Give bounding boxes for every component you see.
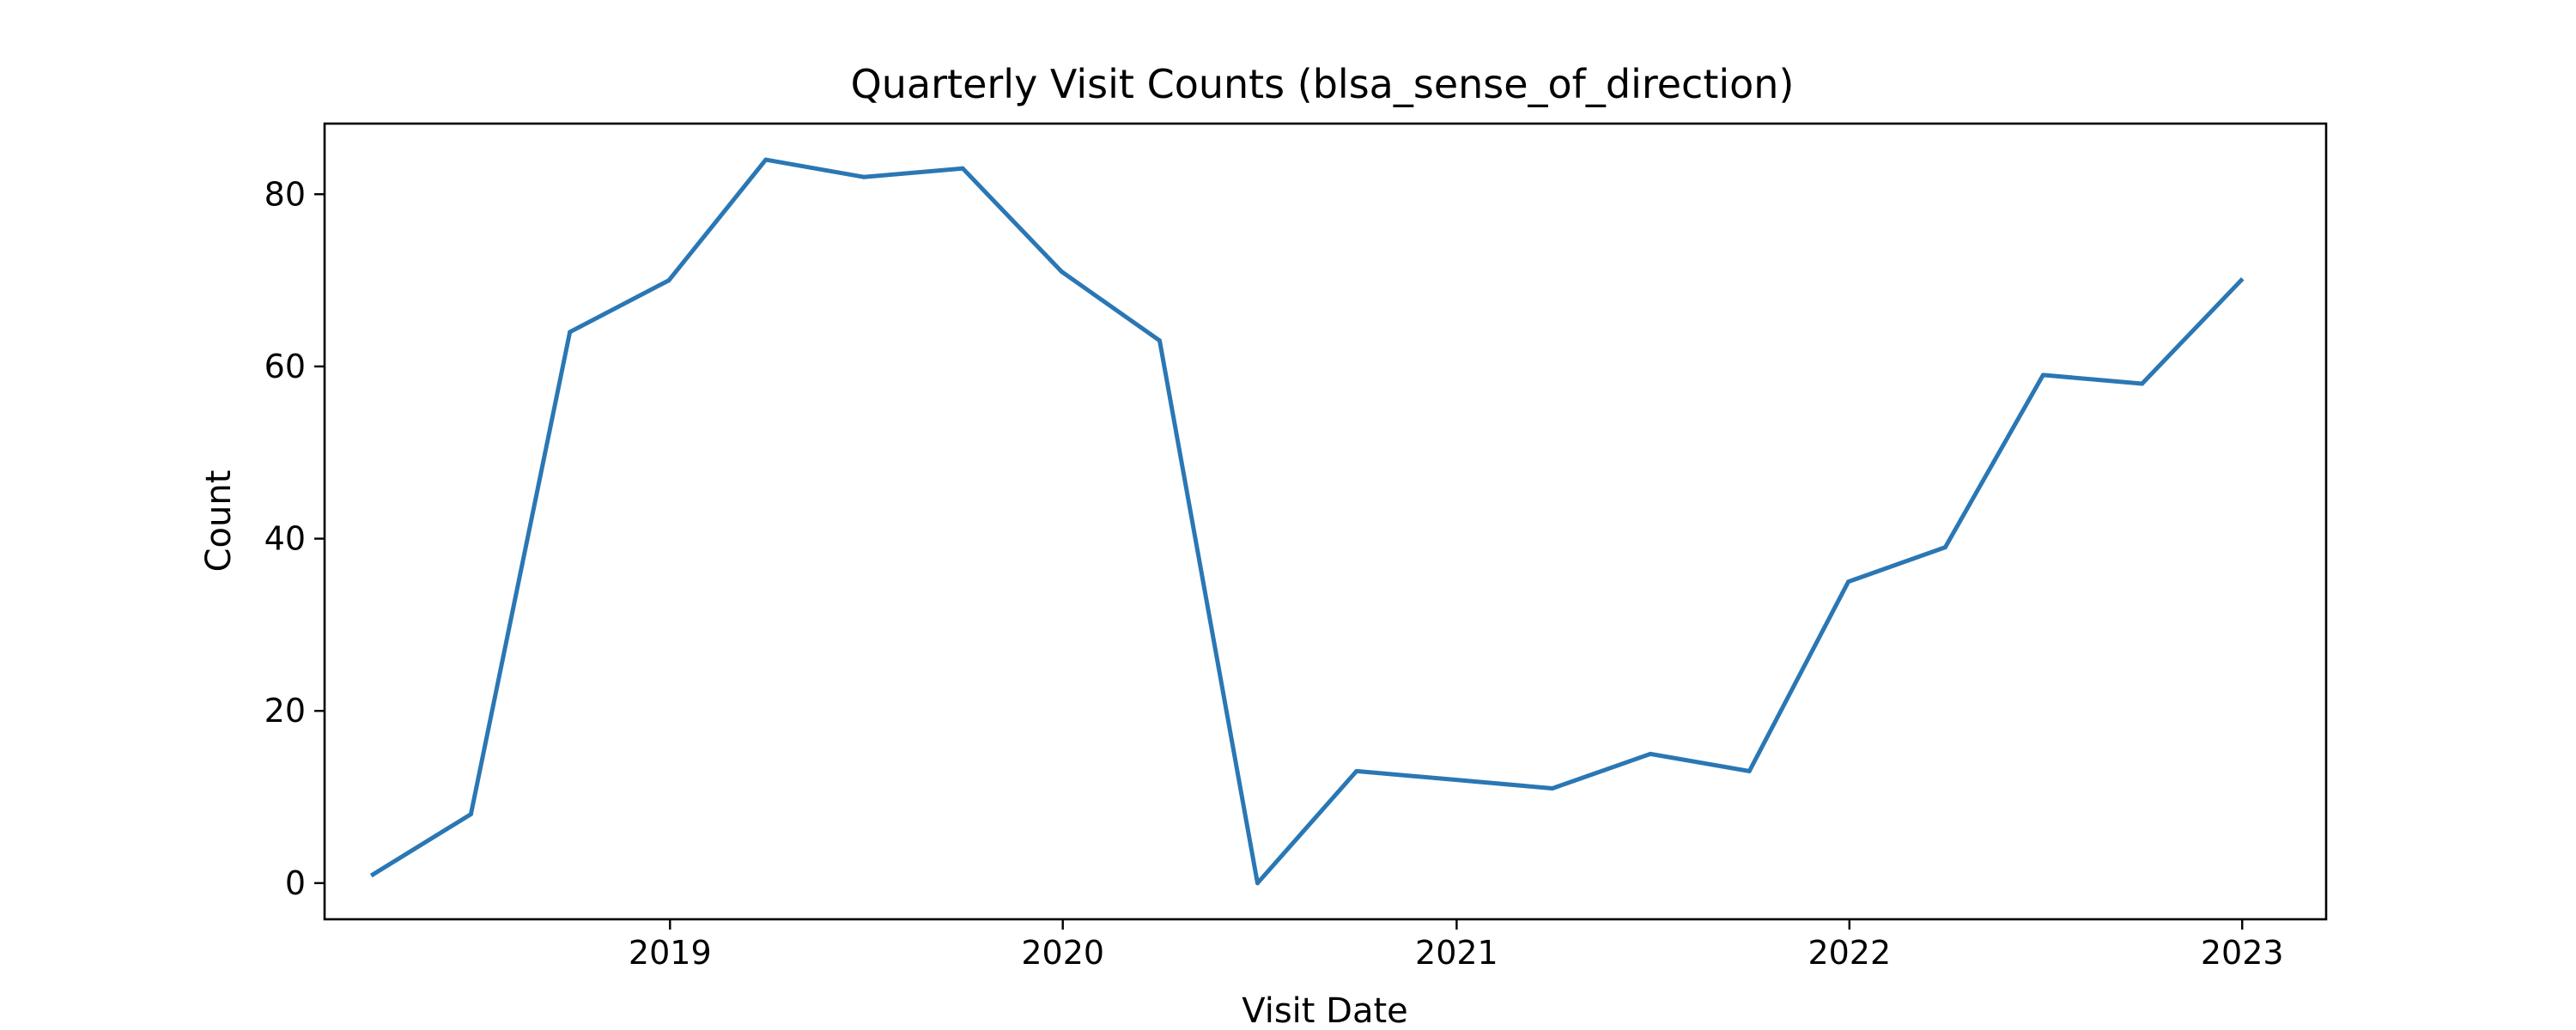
data-point: [1550, 786, 1555, 791]
x-tick-label: 2019: [629, 934, 712, 972]
y-tick-label: 40: [264, 520, 306, 558]
series-layer: [369, 157, 2245, 886]
data-point: [1942, 545, 1947, 550]
data-point: [1453, 777, 1458, 782]
data-point: [2239, 278, 2244, 283]
y-tick-label: 0: [285, 864, 306, 902]
ticks-layer: 0 20 40 60 80 2019 2020 2021 2022 2023: [264, 175, 2284, 972]
data-point: [468, 812, 473, 817]
plot-frame: [323, 122, 2328, 921]
data-point: [1354, 768, 1359, 773]
data-point: [1648, 751, 1653, 756]
data-point: [1157, 338, 1163, 343]
x-tick-label: 2022: [1807, 934, 1891, 972]
chart-title: Quarterly Visit Counts (blsa_sense_of_di…: [851, 61, 1795, 107]
series-line-0: [369, 157, 2245, 886]
y-axis-label: Count: [199, 470, 239, 573]
data-point: [568, 330, 573, 335]
data-point: [1059, 270, 1064, 275]
y-tick-label: 80: [264, 175, 306, 213]
x-tick-label: 2021: [1415, 934, 1498, 972]
y-tick-label: 60: [264, 348, 306, 385]
data-point: [2140, 381, 2145, 386]
x-tick-label: 2020: [1021, 934, 1104, 972]
data-point: [1747, 768, 1752, 773]
data-point: [370, 872, 375, 877]
data-point: [666, 278, 671, 283]
x-axis-label: Visit Date: [1242, 991, 1408, 1030]
data-point: [2040, 373, 2045, 378]
data-point: [861, 174, 866, 179]
data-point: [960, 166, 965, 171]
y-tick-label: 20: [264, 692, 306, 730]
data-point: [763, 157, 769, 162]
data-point: [1255, 881, 1261, 886]
data-point: [1846, 579, 1851, 585]
x-tick-label: 2023: [2201, 934, 2284, 972]
